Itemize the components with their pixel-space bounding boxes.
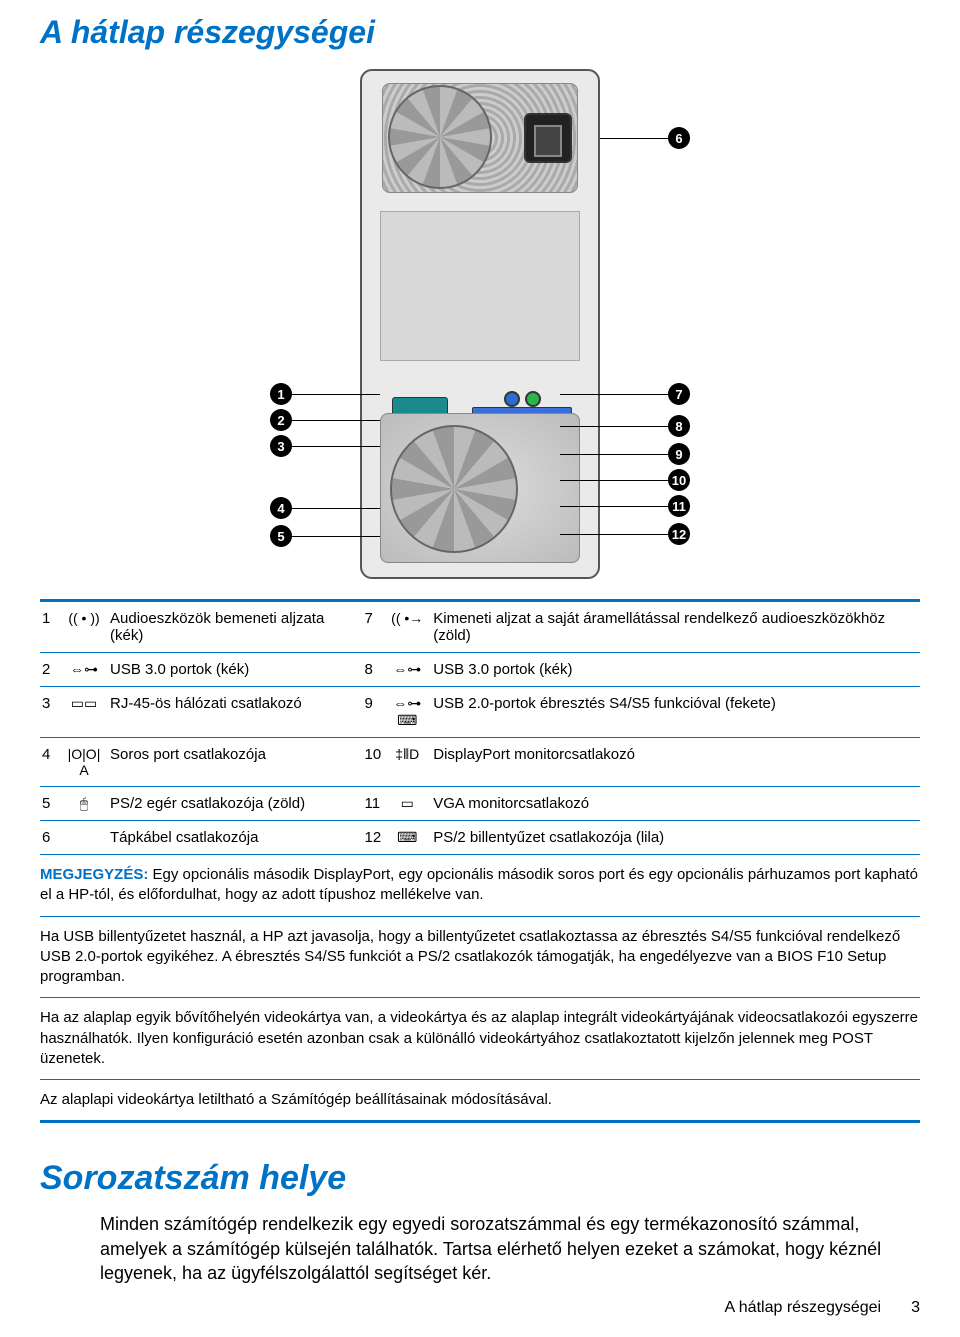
row-num-left: 1	[40, 601, 64, 653]
callout-7: 7	[668, 383, 690, 405]
row-num-right: 10	[363, 738, 388, 787]
audio-in-icon: (( • ))	[64, 601, 108, 653]
row-text-right: VGA monitorcsatlakozó	[431, 787, 920, 821]
note-2: Ha USB billentyűzetet használ, a HP azt …	[40, 927, 920, 999]
row-text-right: USB 3.0 portok (kék)	[431, 653, 920, 687]
row-num-right: 7	[363, 601, 388, 653]
row-text-right: PS/2 billentyűzet csatlakozója (lila)	[431, 821, 920, 855]
audio-out-icon: (( •→	[387, 601, 431, 653]
callout-4: 4	[270, 497, 292, 519]
callout-1: 1	[270, 383, 292, 405]
callout-2: 2	[270, 409, 292, 431]
row-num-left: 3	[40, 687, 64, 738]
table-row: 1(( • ))Audioeszközök bemeneti aljzata (…	[40, 601, 920, 653]
section-heading-serial: Sorozatszám helye	[40, 1159, 920, 1198]
table-row: 5🖱PS/2 egér csatlakozója (zöld)11▭VGA mo…	[40, 787, 920, 821]
footer-section: A hátlap részegységei	[725, 1299, 882, 1317]
callout-8: 8	[668, 415, 690, 437]
table-row: 6 Tápkábel csatlakozója12⌨PS/2 billentyűz…	[40, 821, 920, 855]
callout-10: 10	[668, 469, 690, 491]
network-icon: ▭▭	[64, 687, 108, 738]
row-num-right: 9	[363, 687, 388, 738]
table-row: 4|O|O| ASoros port csatlakozója10‡⦀DDisp…	[40, 738, 920, 787]
serial-paragraph: Minden számítógép rendelkezik egy egyedi…	[100, 1212, 916, 1285]
row-num-left: 4	[40, 738, 64, 787]
power-connector	[524, 113, 572, 163]
callout-12: 12	[668, 523, 690, 545]
table-row: 3▭▭RJ-45-ös hálózati csatlakozó9⇔⊶ ⌨USB …	[40, 687, 920, 738]
page-title: A hátlap részegységei	[40, 14, 920, 51]
note-label: MEGJEGYZÉS:	[40, 866, 148, 883]
serial-icon: |O|O| A	[64, 738, 108, 787]
usb-icon: ⇔⊶	[64, 653, 108, 687]
row-text-left: RJ-45-ös hálózati csatlakozó	[108, 687, 363, 738]
callout-9: 9	[668, 443, 690, 465]
row-text-right: Kimeneti aljzat a saját áramellátással r…	[431, 601, 920, 653]
footer-page-number: 3	[911, 1299, 920, 1317]
callout-5: 5	[270, 525, 292, 547]
row-num-left: 5	[40, 787, 64, 821]
displayport-icon: ‡⦀D	[387, 738, 431, 787]
note-1-text: Egy opcionális második DisplayPort, egy …	[40, 866, 918, 903]
row-num-right: 12	[363, 821, 388, 855]
row-text-left: Soros port csatlakozója	[108, 738, 363, 787]
row-text-left: Tápkábel csatlakozója	[108, 821, 363, 855]
row-text-right: DisplayPort monitorcsatlakozó	[431, 738, 920, 787]
usb-kb-icon: ⇔⊶ ⌨	[387, 687, 431, 738]
page-footer: A hátlap részegységei 3	[40, 1299, 920, 1317]
row-num-right: 8	[363, 653, 388, 687]
blank-icon	[64, 821, 108, 855]
row-text-left: PS/2 egér csatlakozója (zöld)	[108, 787, 363, 821]
note-3: Ha az alaplap egyik bővítőhelyén videoká…	[40, 1008, 920, 1080]
note-1: MEGJEGYZÉS: Egy opcionális második Displ…	[40, 865, 920, 917]
row-text-right: USB 2.0-portok ébresztés S4/S5 funkcióva…	[431, 687, 920, 738]
callout-3: 3	[270, 435, 292, 457]
row-num-left: 6	[40, 821, 64, 855]
rear-panel-illustration: 1 2 3 4 5 6 7 8 9 10 11 12	[40, 69, 920, 579]
vga-icon: ▭	[387, 787, 431, 821]
mouse-icon: 🖱	[64, 787, 108, 821]
table-row: 2⇔⊶USB 3.0 portok (kék)8⇔⊶USB 3.0 portok…	[40, 653, 920, 687]
callout-6: 6	[668, 127, 690, 149]
usb-icon: ⇔⊶	[387, 653, 431, 687]
row-num-left: 2	[40, 653, 64, 687]
row-num-right: 11	[363, 787, 388, 821]
keyboard-icon: ⌨	[387, 821, 431, 855]
callout-11: 11	[668, 495, 690, 517]
row-text-left: Audioeszközök bemeneti aljzata (kék)	[108, 601, 363, 653]
components-table: 1(( • ))Audioeszközök bemeneti aljzata (…	[40, 599, 920, 855]
row-text-left: USB 3.0 portok (kék)	[108, 653, 363, 687]
note-4: Az alaplapi videokártya letiltható a Szá…	[40, 1090, 920, 1123]
